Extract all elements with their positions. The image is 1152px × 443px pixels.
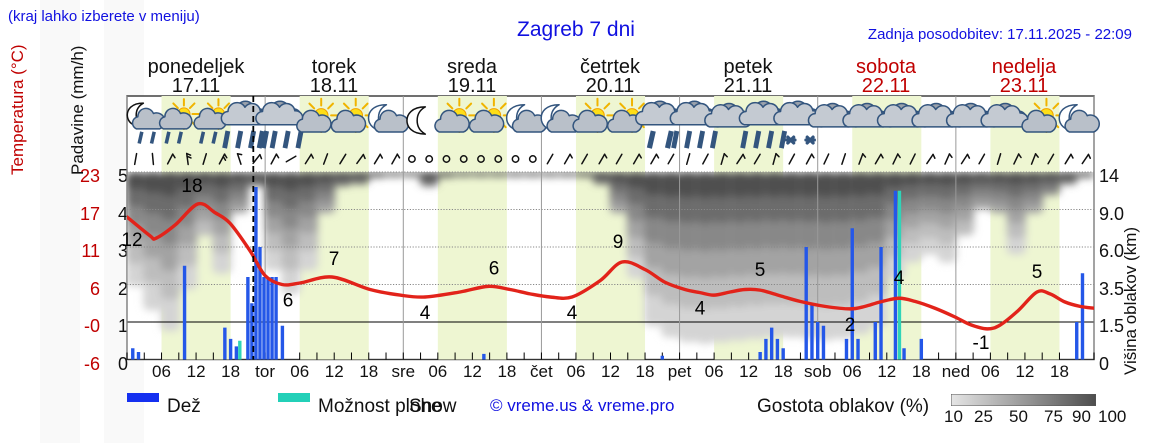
svg-text:06: 06	[428, 362, 447, 381]
svg-text:ned: ned	[942, 362, 970, 381]
svg-text:18: 18	[636, 362, 655, 381]
svg-text:18: 18	[181, 176, 202, 197]
svg-text:sre: sre	[391, 362, 415, 381]
svg-text:čet: čet	[530, 362, 553, 381]
svg-text:18: 18	[359, 362, 378, 381]
svg-text:2: 2	[845, 315, 856, 336]
svg-text:18: 18	[774, 362, 793, 381]
svg-text:06: 06	[981, 362, 1000, 381]
svg-text:sob: sob	[804, 362, 831, 381]
svg-text:12: 12	[877, 362, 896, 381]
svg-text:18: 18	[497, 362, 516, 381]
svg-text:18: 18	[912, 362, 931, 381]
svg-text:9: 9	[613, 232, 624, 253]
svg-text:6: 6	[489, 258, 500, 279]
svg-text:06: 06	[567, 362, 586, 381]
svg-text:12: 12	[601, 362, 620, 381]
svg-text:12: 12	[121, 230, 142, 251]
svg-text:5: 5	[1032, 262, 1043, 283]
svg-text:7: 7	[329, 249, 340, 270]
svg-text:12: 12	[187, 362, 206, 381]
svg-text:18: 18	[221, 362, 240, 381]
svg-text:tor: tor	[255, 362, 275, 381]
svg-text:6: 6	[283, 291, 294, 312]
svg-text:06: 06	[152, 362, 171, 381]
svg-text:06: 06	[843, 362, 862, 381]
svg-text:4: 4	[567, 303, 578, 324]
svg-text:06: 06	[705, 362, 724, 381]
svg-text:12: 12	[1015, 362, 1034, 381]
svg-text:12: 12	[739, 362, 758, 381]
svg-text:4: 4	[894, 268, 905, 289]
svg-text:12: 12	[463, 362, 482, 381]
svg-text:-1: -1	[973, 333, 990, 354]
svg-text:4: 4	[695, 299, 706, 320]
svg-text:5: 5	[755, 260, 766, 281]
svg-text:12: 12	[325, 362, 344, 381]
svg-text:pet: pet	[668, 362, 692, 381]
svg-text:4: 4	[420, 303, 431, 324]
svg-text:06: 06	[290, 362, 309, 381]
svg-text:18: 18	[1050, 362, 1069, 381]
